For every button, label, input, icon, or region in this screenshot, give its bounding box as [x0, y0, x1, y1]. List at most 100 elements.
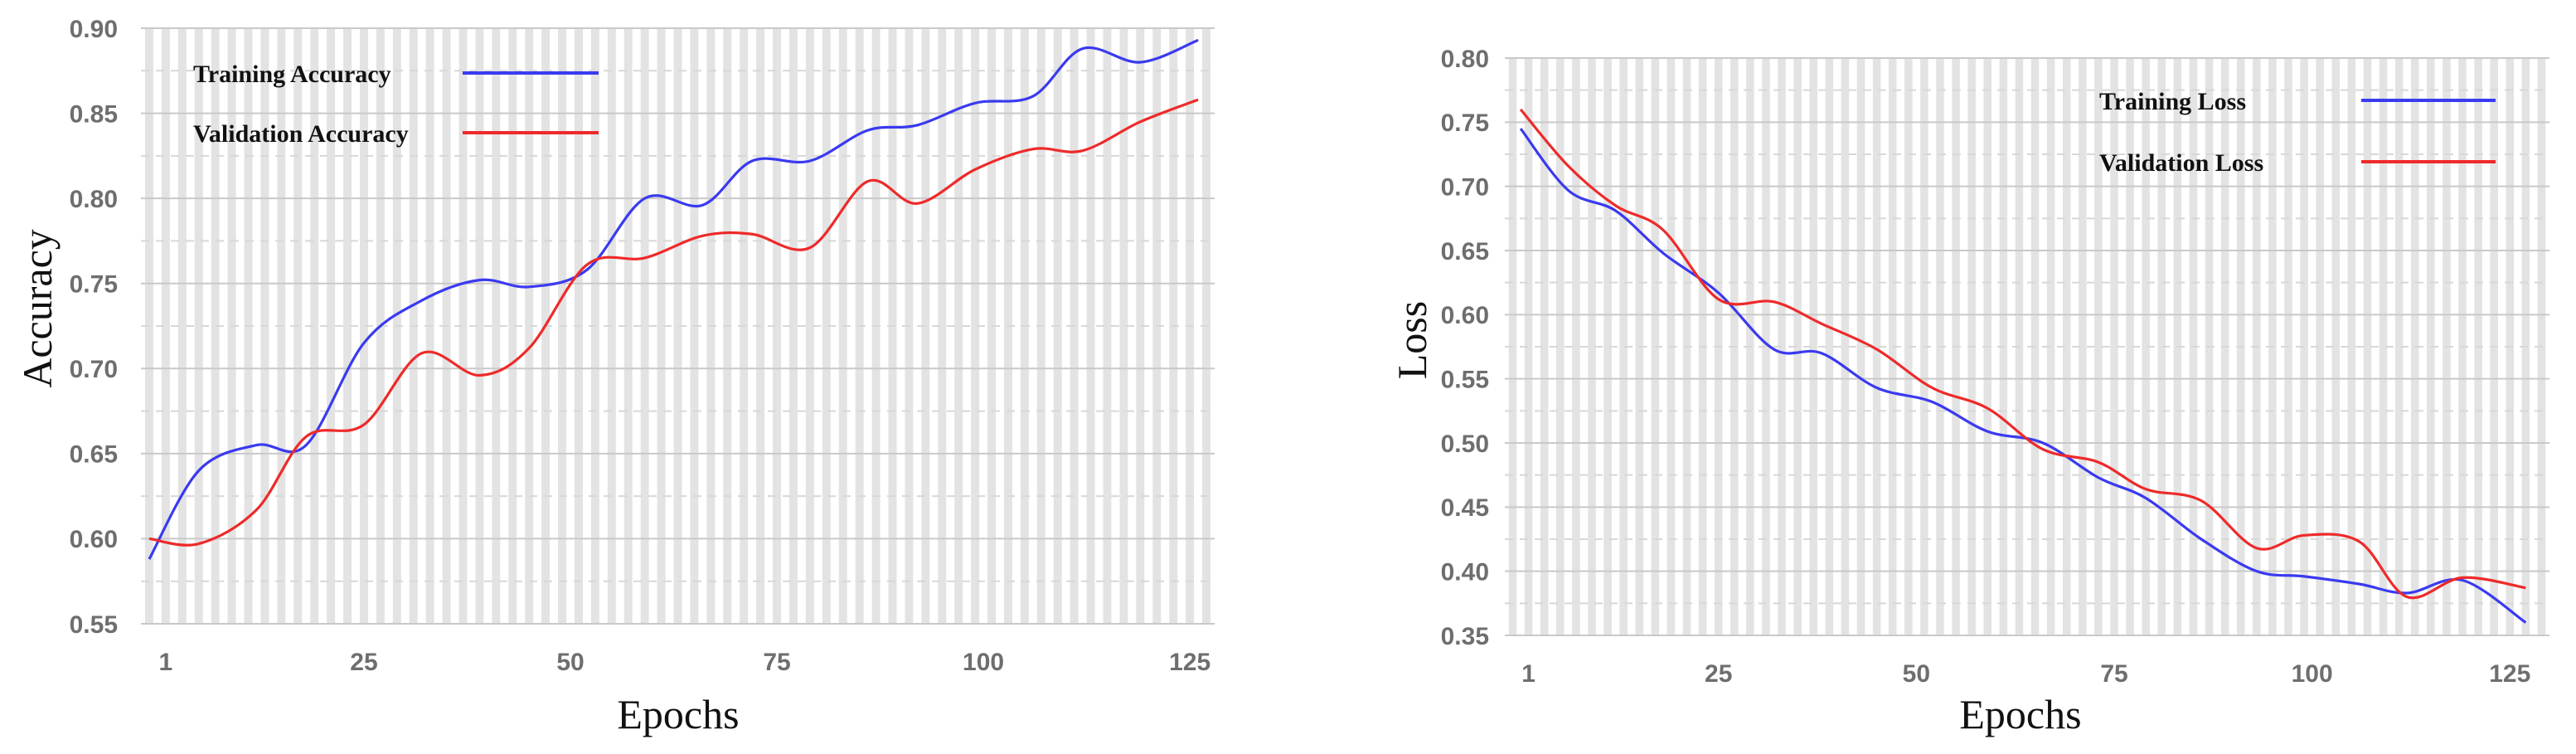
background-stripe: [2094, 58, 2103, 635]
background-stripe: [2347, 58, 2356, 635]
background-stripe: [359, 28, 368, 624]
x-tick-label: 50: [1903, 660, 1930, 688]
background-stripe: [194, 28, 203, 624]
background-stripe: [938, 28, 947, 624]
background-stripe: [2410, 58, 2419, 635]
background-stripe: [1136, 28, 1145, 624]
series-lines: [1519, 108, 2527, 624]
background-stripe: [1856, 58, 1865, 635]
series-line-training-loss: [1519, 128, 2527, 624]
y-tick-label: 0.60: [70, 526, 118, 553]
legend-label: Training Loss: [2099, 88, 2246, 115]
background-stripe: [1556, 58, 1565, 635]
y-tick-label: 0.70: [70, 356, 118, 383]
background-stripe: [2110, 58, 2118, 635]
y-tick-label: 0.55: [1441, 366, 1489, 393]
background-stripe: [954, 28, 963, 624]
grid: [141, 27, 1215, 625]
x-tick-label: 25: [350, 649, 377, 676]
background-stripe: [177, 28, 187, 624]
background-stripe: [492, 28, 501, 624]
background-stripe: [1888, 58, 1897, 635]
background-stripe: [2142, 58, 2150, 635]
legend: Training Loss Validation Loss: [2099, 88, 2496, 177]
background-stripe: [1603, 58, 1612, 635]
y-tick-label: 0.45: [1441, 494, 1489, 522]
background-stripe: [2363, 58, 2372, 635]
background-stripe: [310, 28, 319, 624]
background-stripe: [508, 28, 517, 624]
background-stripe: [1809, 58, 1818, 635]
y-tick-label: 0.60: [1441, 302, 1489, 329]
background-stripe: [475, 28, 484, 624]
background-stripe: [458, 28, 468, 624]
background-stripe: [788, 28, 798, 624]
background-stripe: [971, 28, 980, 624]
background-stripe: [2316, 58, 2324, 635]
background-stripe: [161, 28, 170, 624]
background-stripe: [2300, 58, 2308, 635]
y-tick-label: 0.75: [70, 271, 118, 299]
y-tick-label: 0.65: [1441, 238, 1489, 265]
series-line-training-accuracy: [148, 38, 1199, 560]
y-axis-title: Loss: [1389, 301, 1435, 379]
background-stripe: [657, 28, 666, 624]
y-tick-label: 0.50: [1441, 431, 1489, 458]
background-stripe: [2394, 58, 2404, 635]
background-stripe: [2079, 58, 2087, 635]
background-stripe: [822, 28, 831, 624]
x-tick-label: 125: [1169, 649, 1210, 676]
background-stripe: [1841, 58, 1850, 635]
background-stripe: [921, 28, 930, 624]
background-stripe: [1793, 58, 1802, 635]
background-stripe: [2379, 58, 2388, 635]
chart-1: 0.550.600.650.700.750.800.850.901 25 50 75 1…: [14, 16, 1215, 737]
background-stripe: [1119, 28, 1128, 624]
background-stripe: [1103, 28, 1112, 624]
plot-background-stripes: [144, 28, 1211, 624]
x-axis-ticks: 1 25 50 75 100 125: [1521, 660, 2530, 688]
x-tick-label: 100: [963, 649, 1004, 676]
chart-2: 0.35 0.40 0.45 0.50 0.55 0.60 0.65 0.70 0.75 0.80…: [1389, 46, 2549, 737]
background-stripe: [343, 28, 352, 624]
y-tick-label: 0.35: [1441, 623, 1489, 650]
x-axis-title: Epochs: [1959, 691, 2081, 737]
y-axis-ticks: 0.55 0.60 0.65 0.70 0.75 0.80 0.85 0.90: [70, 16, 118, 639]
y-tick-label: 0.75: [1441, 109, 1489, 137]
y-axis-title: Accuracy: [14, 229, 61, 388]
background-stripe: [1825, 58, 1834, 635]
background-stripe: [805, 28, 814, 624]
background-stripe: [327, 28, 336, 624]
background-stripe: [1778, 58, 1786, 635]
legend-label: Validation Loss: [2099, 149, 2263, 177]
y-axis-ticks: 0.35 0.40 0.45 0.50 0.55 0.60 0.65 0.70 0.75 0.80: [1441, 46, 1489, 650]
background-stripe: [673, 28, 682, 624]
legend-label: Validation Accuracy: [193, 120, 409, 148]
background-stripe: [1619, 58, 1628, 635]
background-stripe: [773, 28, 782, 624]
series-lines: [148, 38, 1199, 560]
background-stripe: [640, 28, 649, 624]
background-stripe: [1872, 58, 1881, 635]
legend-label: Training Accuracy: [193, 61, 391, 88]
x-tick-label: 75: [763, 649, 790, 676]
series-line-validation-loss: [1519, 108, 2526, 600]
background-stripe: [1540, 58, 1549, 635]
y-tick-label: 0.80: [70, 186, 118, 213]
series-line-validation-accuracy: [148, 98, 1199, 547]
background-stripe: [1572, 58, 1580, 635]
background-stripe: [2062, 58, 2071, 635]
x-tick-label: 25: [1705, 660, 1732, 688]
x-tick-label: 1: [159, 649, 173, 676]
background-stripe: [1588, 58, 1596, 635]
x-tick-label: 125: [2489, 660, 2530, 688]
background-stripe: [623, 28, 633, 624]
x-tick-label: 75: [2100, 660, 2127, 688]
background-stripe: [2126, 58, 2134, 635]
background-stripe: [1524, 58, 1533, 635]
x-axis-ticks: 1 25 50 75 100 125: [159, 649, 1211, 676]
y-tick-label: 0.40: [1441, 558, 1489, 586]
y-tick-label: 0.65: [70, 441, 118, 469]
y-tick-label: 0.85: [70, 100, 118, 128]
